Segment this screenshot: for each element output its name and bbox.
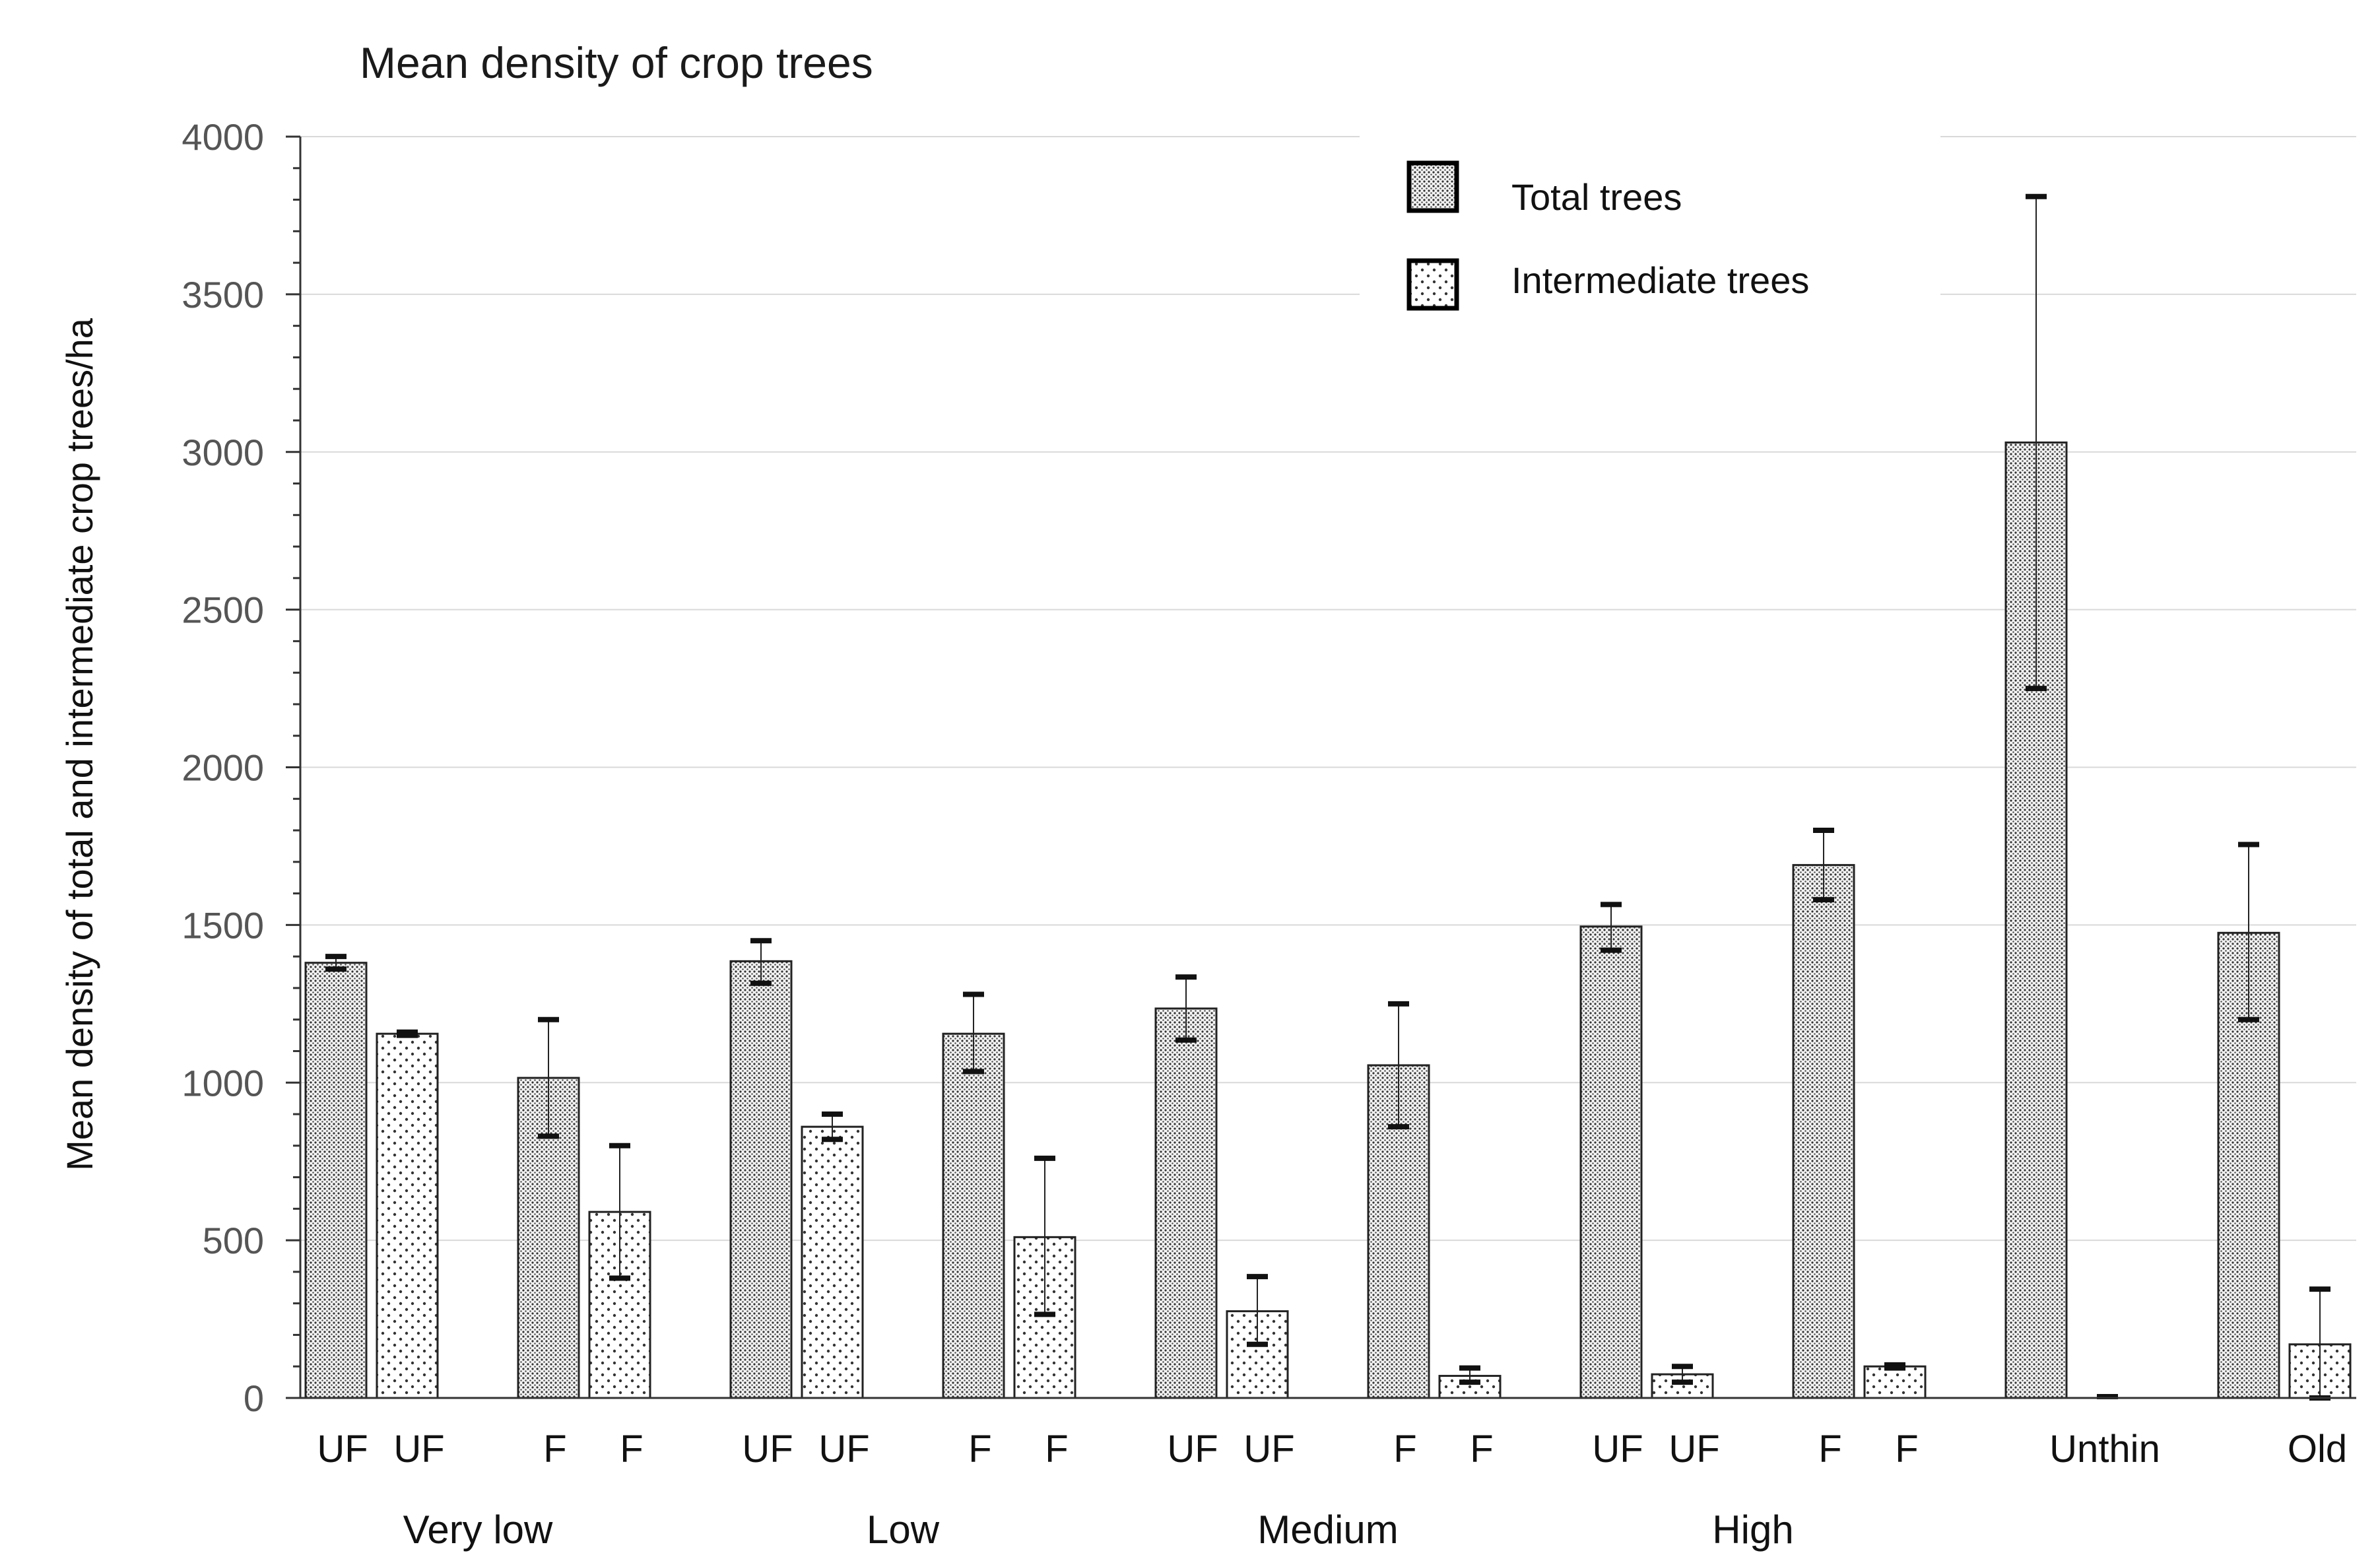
y-axis-label: Mean density of total and intermediate c… <box>59 317 100 1171</box>
legend-swatch-total <box>1406 160 1459 213</box>
category-label-intermediate: F <box>620 1428 643 1471</box>
y-tick-label: 1000 <box>182 1062 264 1104</box>
y-tick-label: 1500 <box>182 904 264 946</box>
category-label-total: F <box>1818 1428 1841 1471</box>
bar-total <box>1579 925 1643 1399</box>
legend: Total trees Intermediate trees <box>1360 135 1940 327</box>
bar-total <box>1154 1007 1218 1399</box>
bar-intermediate <box>1863 1365 1927 1399</box>
category-label-total: UF <box>742 1428 793 1471</box>
bar-total <box>304 962 368 1399</box>
legend-label-total: Total trees <box>1511 176 1682 218</box>
category-label-total: F <box>1393 1428 1416 1471</box>
bar-total <box>729 960 793 1399</box>
category-label-intermediate: F <box>1895 1428 1918 1471</box>
category-label: Unthin <box>2049 1428 2160 1471</box>
category-label-intermediate: UF <box>1669 1428 1719 1471</box>
category-label: Old <box>2288 1428 2347 1471</box>
legend-swatch-intermediate <box>1406 258 1459 311</box>
group-label: Medium <box>1257 1508 1398 1552</box>
y-tick-label: 3000 <box>182 432 264 473</box>
category-label-intermediate: UF <box>393 1428 444 1471</box>
category-label-total: F <box>543 1428 566 1471</box>
category-label-intermediate: UF <box>818 1428 869 1471</box>
bar-intermediate <box>376 1032 439 1399</box>
bar-intermediate <box>588 1211 651 1399</box>
category-label-intermediate: UF <box>1243 1428 1294 1471</box>
y-tick-label: 500 <box>203 1220 264 1261</box>
chart-title: Mean density of crop trees <box>360 38 873 87</box>
category-label-total: UF <box>317 1428 368 1471</box>
category-label-total: F <box>968 1428 991 1471</box>
group-label: High <box>1712 1508 1793 1552</box>
y-tick-label: 3500 <box>182 274 264 315</box>
y-tick-label: 0 <box>244 1377 264 1419</box>
bar-total <box>942 1032 1005 1399</box>
y-tick-label: 2000 <box>182 747 264 789</box>
group-label: Low <box>867 1508 940 1552</box>
bar-total <box>1792 864 1855 1399</box>
group-label: Very low <box>403 1508 553 1552</box>
category-label-intermediate: F <box>1470 1428 1493 1471</box>
category-label-total: UF <box>1592 1428 1643 1471</box>
y-tick-label: 2500 <box>182 589 264 631</box>
category-label-total: UF <box>1167 1428 1218 1471</box>
category-label-intermediate: F <box>1045 1428 1068 1471</box>
y-tick-label: 4000 <box>182 116 264 158</box>
legend-label-intermediate: Intermediate trees <box>1511 259 1809 301</box>
bar-intermediate <box>801 1125 864 1399</box>
